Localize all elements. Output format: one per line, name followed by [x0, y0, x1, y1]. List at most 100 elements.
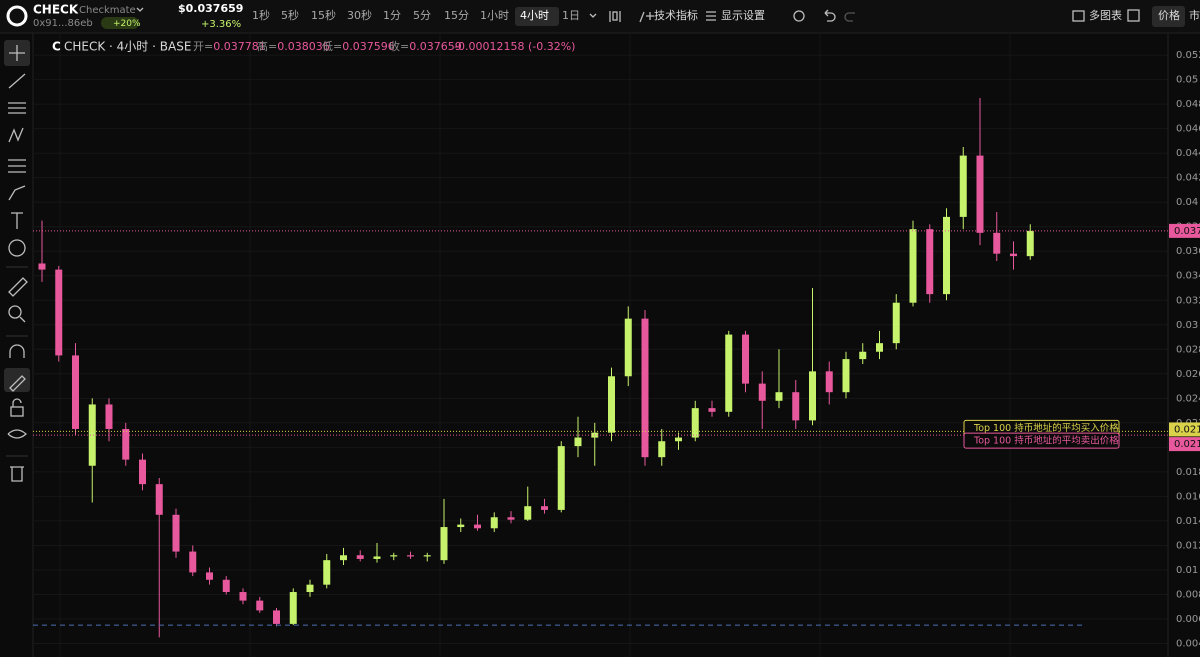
- timeframe[interactable]: 15秒: [311, 8, 336, 22]
- candle-body: [239, 592, 247, 601]
- token-name[interactable]: Checkmate: [79, 5, 136, 16]
- price-tag: 0.037: [1174, 226, 1200, 237]
- y-tick-label: 0.05: [1176, 75, 1198, 86]
- candle-body: [641, 318, 649, 458]
- timeframe[interactable]: 5分: [413, 9, 431, 22]
- candle-body: [742, 334, 749, 384]
- timeframe[interactable]: 1秒: [252, 8, 270, 22]
- timeframe-active-bg: [515, 7, 559, 26]
- legend-logo: C: [52, 40, 61, 54]
- y-tick-label: 0.036: [1176, 246, 1200, 257]
- candle-body: [708, 408, 716, 412]
- candle-body: [541, 506, 548, 510]
- y-tick-label: 0.024: [1176, 393, 1200, 404]
- price-axis: 0.004 0.006 0.008 0.01 0.012 0.014 0.016 0.018 0…: [1169, 50, 1200, 650]
- candle-body: [423, 555, 431, 557]
- candle-body: [72, 355, 79, 429]
- redo-icon[interactable]: [844, 12, 855, 22]
- timeframe[interactable]: 1分: [383, 9, 401, 22]
- multi-chart-icon[interactable]: [1072, 10, 1085, 22]
- y-tick-label: 0.046: [1176, 124, 1200, 135]
- badge-bg: [101, 17, 139, 29]
- price-tag-bg: [1169, 422, 1200, 437]
- y-tick-label: 0.034: [1176, 271, 1200, 282]
- y-tick-label: 0.008: [1176, 589, 1200, 600]
- candle-body: [976, 155, 984, 233]
- timeframe[interactable]: 4小时: [520, 9, 549, 22]
- candle-body: [725, 334, 733, 412]
- timeframe-dropdown[interactable]: [589, 13, 597, 18]
- candle-body: [926, 229, 934, 295]
- timeframe[interactable]: 1日: [562, 9, 580, 22]
- ohlc-label: 低=: [322, 40, 342, 53]
- indicator-icon[interactable]: [639, 11, 654, 23]
- candle-body: [306, 584, 314, 593]
- timeframe[interactable]: 30秒: [347, 8, 372, 22]
- candle-body: [490, 517, 498, 529]
- y-tick-label: 0.01: [1176, 565, 1198, 576]
- candle-body: [457, 524, 465, 528]
- fullscreen-icon[interactable]: [1127, 9, 1140, 22]
- y-tick-label: 0.016: [1176, 491, 1200, 502]
- indicators[interactable]: 技术指标: [654, 8, 698, 22]
- timeframe[interactable]: 1小时: [480, 9, 509, 22]
- candle-body: [340, 555, 347, 561]
- undo-icon[interactable]: [824, 9, 836, 22]
- legend-change: -0.00012158 (-0.32%): [454, 40, 575, 53]
- ohlc-label: 开=: [193, 40, 213, 53]
- y-tick-label: 0.018: [1176, 467, 1200, 478]
- annotation-box: [963, 432, 1120, 449]
- annotation: Top 100 持币地址的平均卖出价格: [973, 435, 1119, 447]
- y-tick-label: 0.028: [1176, 344, 1200, 355]
- candle-body: [55, 269, 63, 356]
- candle-body: [407, 555, 414, 557]
- settings-icon[interactable]: [793, 10, 805, 22]
- y-tick-label: 0.004: [1176, 639, 1200, 650]
- ohlc-label: 收=: [389, 39, 409, 53]
- market-tab[interactable]: 市: [1189, 8, 1200, 22]
- candle-body: [608, 376, 615, 433]
- candle-body: [691, 408, 699, 438]
- timeframe[interactable]: 15分: [444, 9, 469, 22]
- candle-body: [658, 441, 666, 458]
- multi-chart[interactable]: 多图表: [1089, 8, 1122, 22]
- price-tab[interactable]: 价格: [1158, 8, 1180, 22]
- candle-body: [859, 351, 867, 360]
- candle-body: [206, 572, 213, 580]
- candle-body: [775, 392, 783, 401]
- candle-body: [256, 600, 264, 611]
- logo: [6, 5, 28, 27]
- price-tag-bg: [1169, 223, 1200, 238]
- candle-body: [876, 343, 883, 352]
- price-tag: 0.021: [1174, 424, 1200, 435]
- candle-body: [139, 459, 146, 485]
- toolbar: [0, 0, 1200, 33]
- candle-body: [574, 437, 582, 447]
- candle-body: [624, 318, 632, 377]
- candle-body: [155, 484, 163, 515]
- y-tick-label: 0.03: [1176, 320, 1198, 331]
- candle-body: [993, 232, 1001, 254]
- dropdown-icon[interactable]: [136, 7, 144, 12]
- candle-body: [122, 428, 130, 460]
- candle-body: [943, 216, 950, 295]
- drawing-tools[interactable]: [4, 40, 30, 482]
- candle-body: [323, 560, 331, 585]
- display-settings[interactable]: 显示设置: [721, 9, 765, 22]
- candle-body: [909, 229, 917, 303]
- chart-type-icon[interactable]: [609, 11, 621, 22]
- candle-body: [273, 610, 280, 624]
- price-tag: 0.021: [1174, 439, 1200, 450]
- candle-body: [440, 527, 448, 561]
- display-icon[interactable]: [706, 11, 716, 21]
- ohlc-value: 0.038036: [277, 40, 330, 53]
- y-tick-label: 0.044: [1176, 148, 1200, 159]
- candle-body: [758, 383, 766, 401]
- address[interactable]: 0x91...86eb: [33, 18, 93, 29]
- candle-body: [809, 371, 816, 421]
- timeframe[interactable]: 5秒: [281, 8, 299, 22]
